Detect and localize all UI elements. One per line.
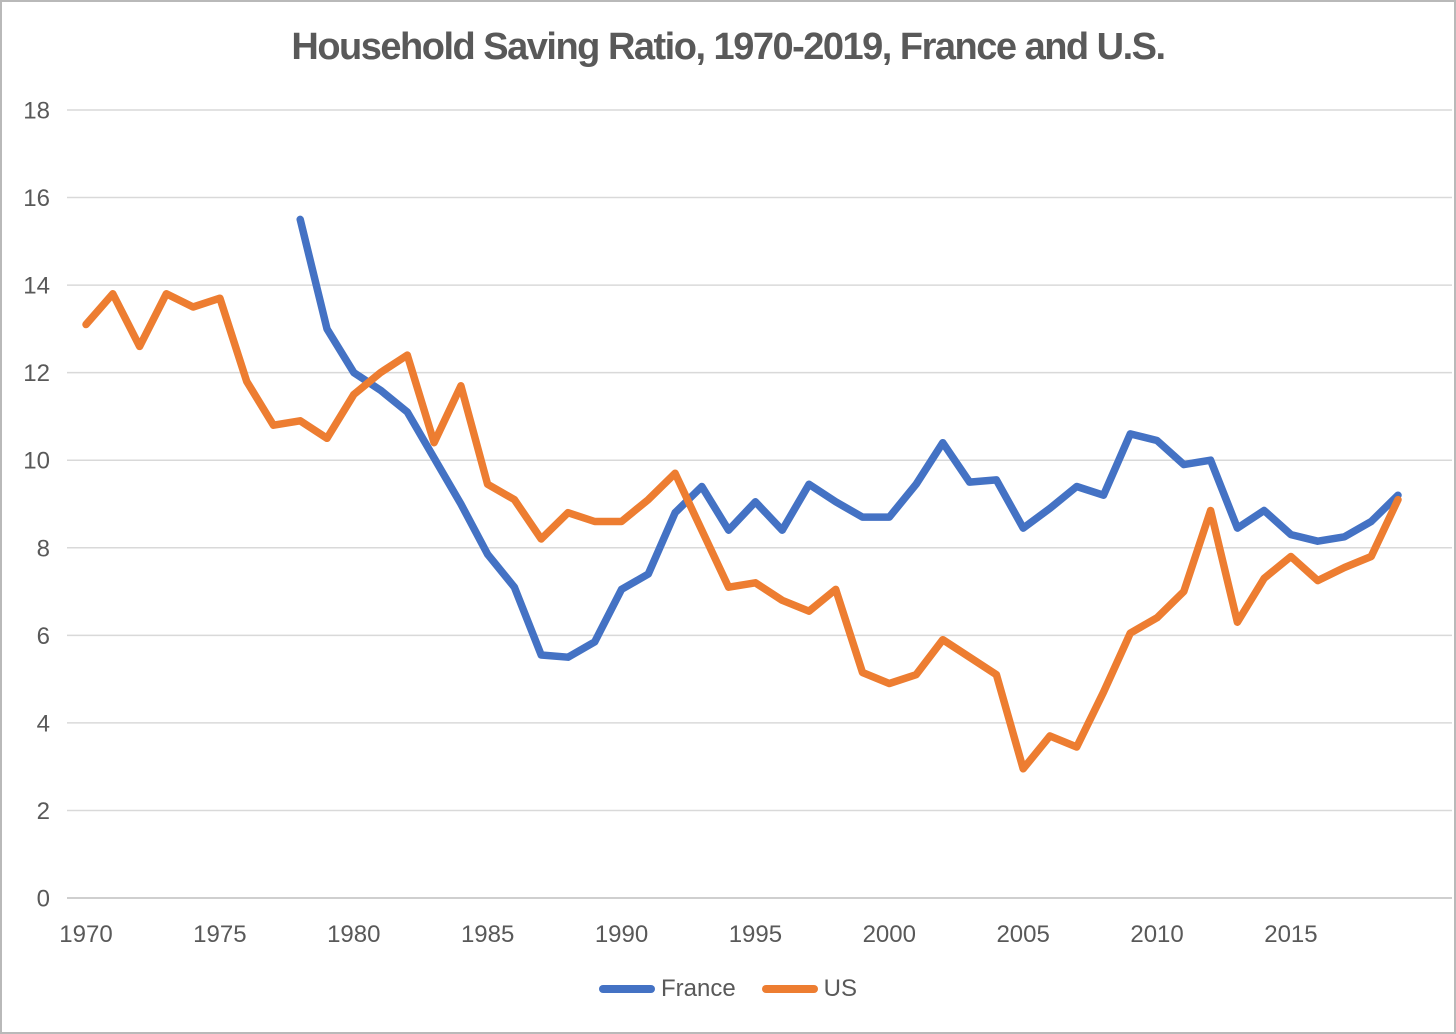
svg-text:2015: 2015 — [1264, 921, 1317, 948]
svg-text:10: 10 — [23, 448, 50, 475]
svg-text:12: 12 — [23, 360, 50, 387]
svg-text:1985: 1985 — [461, 921, 514, 948]
svg-text:0: 0 — [37, 886, 50, 913]
svg-text:1980: 1980 — [327, 921, 380, 948]
us-line-swatch — [761, 985, 818, 993]
svg-text:16: 16 — [23, 185, 50, 212]
svg-text:2005: 2005 — [996, 921, 1049, 948]
chart-legend: France US — [2, 972, 1454, 1006]
svg-text:18: 18 — [23, 97, 50, 124]
svg-text:1995: 1995 — [729, 921, 782, 948]
svg-text:14: 14 — [23, 273, 50, 300]
svg-text:2010: 2010 — [1130, 921, 1183, 948]
svg-text:4: 4 — [37, 710, 50, 737]
svg-text:8: 8 — [37, 535, 50, 562]
svg-text:1990: 1990 — [595, 921, 648, 948]
svg-text:6: 6 — [37, 623, 50, 650]
svg-text:1975: 1975 — [193, 921, 246, 948]
svg-text:2000: 2000 — [863, 921, 916, 948]
svg-text:1970: 1970 — [59, 921, 112, 948]
chart-title: Household Saving Ratio, 1970-2019, Franc… — [291, 26, 1166, 68]
legend-item-us: US — [761, 975, 858, 1003]
svg-text:2: 2 — [37, 798, 50, 825]
france-line-swatch — [598, 985, 655, 993]
legend-label-us: US — [823, 975, 858, 1002]
legend-label-france: France — [660, 975, 736, 1002]
legend-item-france: France — [598, 975, 736, 1003]
